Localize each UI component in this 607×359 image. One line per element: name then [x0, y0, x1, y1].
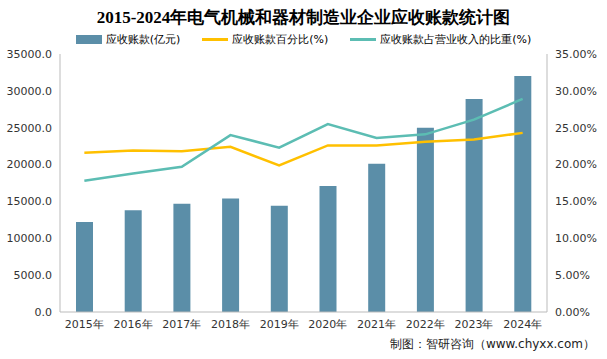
svg-text:35.00%: 35.00% [555, 48, 597, 61]
html-text:制图：智研咨询（www.chyxx.com）: 制图：智研咨询（www.chyxx.com） [389, 337, 595, 351]
svg-text:30000.0: 30000.0 [8, 85, 52, 98]
html-text:应收账款百分比(%): 应收账款百分比(%) [232, 32, 329, 46]
html-text:应收账款占营业收入的比重(%): 应收账款占营业收入的比重(%) [380, 32, 532, 46]
svg-text:35000.0: 35000.0 [8, 48, 52, 61]
svg-text:2020年: 2020年 [308, 318, 347, 331]
svg-text:10000.0: 10000.0 [8, 232, 52, 245]
svg-text:5000.0: 5000.0 [14, 269, 53, 282]
svg-text:2024年: 2024年 [503, 318, 542, 331]
svg-text:2016年: 2016年 [114, 318, 153, 331]
svg-text:25000.0: 25000.0 [8, 122, 52, 135]
svg-text:2021年: 2021年 [357, 318, 396, 331]
svg-text:15.00%: 15.00% [555, 195, 597, 208]
svg-text:2019年: 2019年 [260, 318, 299, 331]
svg-text:0.00%: 0.00% [555, 306, 590, 319]
svg-text:30.00%: 30.00% [555, 85, 597, 98]
svg-text:2023年: 2023年 [454, 318, 493, 331]
svg-text:0.0: 0.0 [35, 306, 53, 319]
svg-text:2022年: 2022年 [406, 318, 445, 331]
svg-text:2018年: 2018年 [211, 318, 250, 331]
svg-text:25.00%: 25.00% [555, 122, 597, 135]
svg-text:20000.0: 20000.0 [8, 158, 52, 171]
svg-text:2015年: 2015年 [65, 318, 104, 331]
html-text:2015-2024年电气机械和器材制造业企业应收账款统计图: 2015-2024年电气机械和器材制造业企业应收账款统计图 [96, 8, 511, 27]
html-text:应收账款(亿元): 应收账款(亿元) [105, 32, 181, 46]
svg-text:2017年: 2017年 [162, 318, 201, 331]
svg-text:20.00%: 20.00% [555, 158, 597, 171]
svg-text:15000.0: 15000.0 [8, 195, 52, 208]
svg-text:10.00%: 10.00% [555, 232, 597, 245]
svg-text:5.00%: 5.00% [555, 269, 590, 282]
